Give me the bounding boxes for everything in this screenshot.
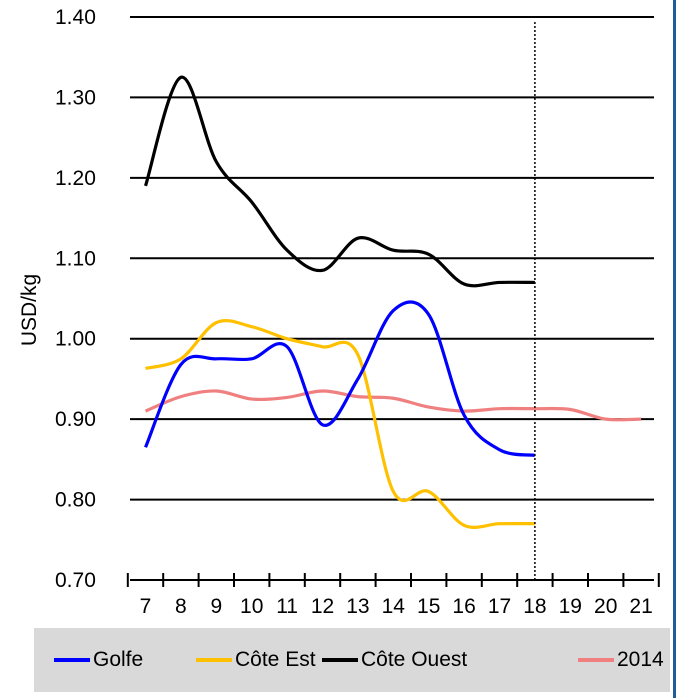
x-tick-label: 16 [452,595,475,618]
legend-label: 2014 [617,648,664,671]
series-line-2014 [144,389,642,422]
legend-swatch [578,658,614,662]
x-tick-label: 20 [594,595,617,618]
y-tick-label: 0.70 [55,569,96,592]
y-axis-tick-labels: 0.70 0.80 0.90 1.00 1.10 1.20 1.30 1.40 [55,6,96,592]
series-line-golfe [144,300,536,457]
y-tick-label: 0.80 [55,489,96,512]
frame-border [673,0,676,698]
legend-swatch [54,658,90,662]
series-line-cote-ouest [143,75,535,288]
legend-swatch [196,658,232,662]
x-tick-label: 13 [346,595,369,618]
legend-swatch [322,658,358,662]
series-line-cote-est [145,319,535,529]
legend-item: Golfe [54,628,143,692]
legend-item: Côte Ouest [322,628,467,692]
series-lines [143,75,642,529]
x-tick-label: 21 [629,595,652,618]
x-tick-label: 18 [523,595,546,618]
x-axis-tick-labels: 7 8 9 10 11 12 13 14 15 16 17 18 19 20 21 [140,595,653,618]
y-tick-label: 1.30 [55,86,96,109]
x-tick-label: 17 [488,595,511,618]
legend: Golfe Côte Est Côte Ouest 2014 [34,628,670,692]
x-tick-label: 7 [140,595,152,618]
x-tick-label: 10 [240,595,263,618]
legend-item: Côte Est [196,628,316,692]
legend-label: Golfe [93,648,144,671]
x-tick-label: 15 [417,595,440,618]
x-tick-label: 9 [210,595,222,618]
y-tick-label: 1.10 [55,247,96,270]
y-tick-label: 1.00 [55,328,96,351]
y-tick-label: 1.20 [55,167,96,190]
x-axis [126,573,660,587]
legend-label: Côte Ouest [361,648,468,671]
x-tick-label: 8 [175,595,187,618]
legend-label: Côte Est [235,648,316,671]
x-tick-label: 12 [311,595,334,618]
y-tick-label: 0.90 [55,408,96,431]
gridlines [130,16,654,501]
legend-item: 2014 [578,628,664,692]
x-tick-label: 11 [276,595,298,618]
y-axis-label: USD/kg [18,274,41,346]
y-tick-label: 1.40 [55,6,96,29]
x-tick-label: 14 [382,595,406,618]
x-tick-label: 19 [559,595,582,618]
